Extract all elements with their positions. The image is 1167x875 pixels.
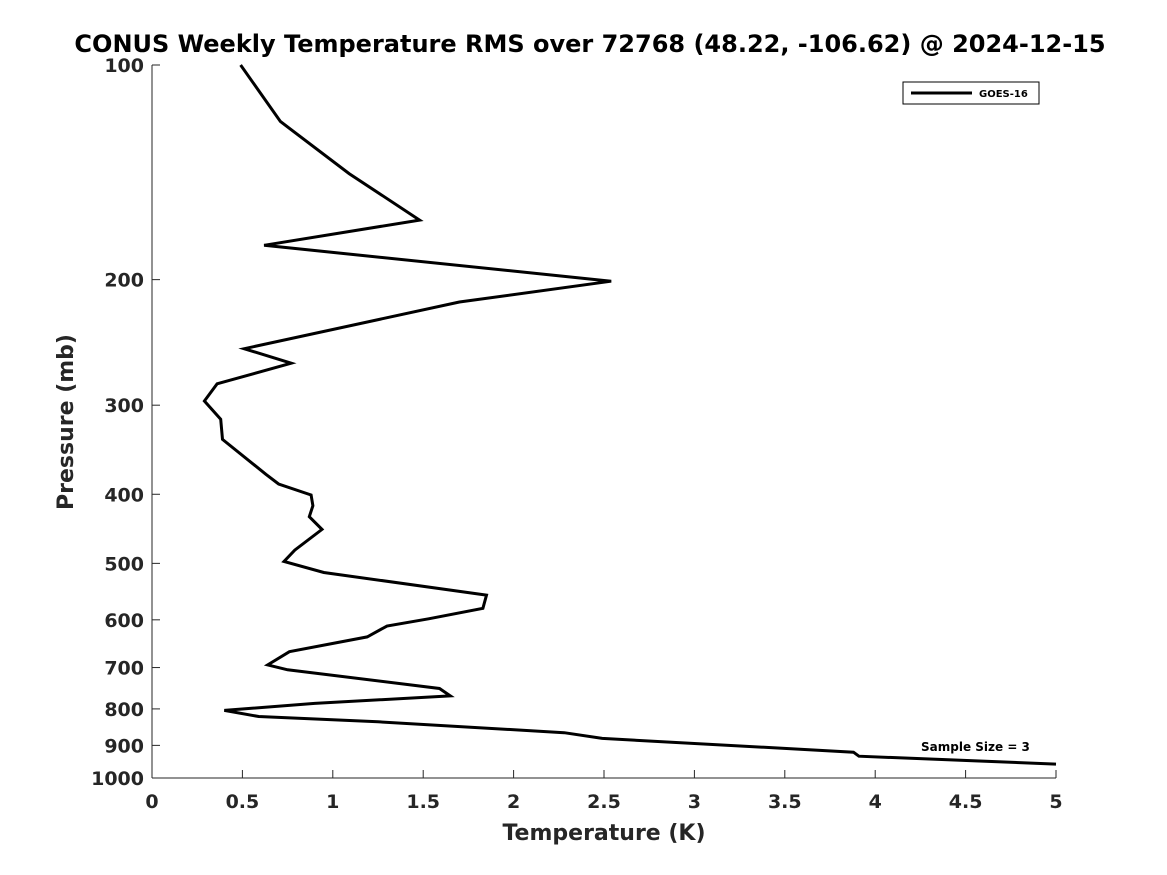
y-tick-label: 600	[104, 610, 144, 632]
x-tick-label: 2.5	[587, 791, 621, 813]
sample-size-annotation: Sample Size = 3	[921, 740, 1030, 754]
y-tick-label: 500	[104, 553, 144, 575]
y-tick-label: 300	[104, 395, 144, 417]
y-tick-label: 800	[104, 699, 144, 721]
y-tick-label: 100	[104, 55, 144, 77]
x-tick-label: 0	[145, 791, 158, 813]
x-tick-label: 1	[326, 791, 339, 813]
y-axis-label: Pressure (mb)	[54, 334, 79, 510]
x-tick-label: 4	[869, 791, 882, 813]
y-axis: 100 200 300 400 500 600 700 800 900 1000	[91, 55, 160, 790]
x-tick-label: 3.5	[768, 791, 802, 813]
x-tick-label: 3	[688, 791, 701, 813]
series-line-goes16	[202, 64, 1057, 766]
y-tick-label: 400	[104, 484, 144, 506]
chart-title: CONUS Weekly Temperature RMS over 72768 …	[74, 30, 1105, 58]
legend: GOES-16	[902, 81, 1040, 105]
x-tick-label: 2	[507, 791, 520, 813]
y-tick-label: 1000	[91, 768, 144, 790]
x-axis: 0 0.5 1 1.5 2 2.5 3 3.5 4 4.5 5	[145, 770, 1063, 813]
x-tick-label: 0.5	[226, 791, 260, 813]
x-axis-label: Temperature (K)	[502, 821, 705, 846]
y-tick-label: 900	[104, 735, 144, 757]
x-tick-label: 4.5	[949, 791, 983, 813]
plot-area	[152, 65, 1056, 778]
y-tick-label: 700	[104, 658, 144, 680]
y-tick-label: 200	[104, 270, 144, 292]
legend-label-goes16: GOES-16	[979, 89, 1028, 100]
series-layer	[202, 64, 1057, 766]
x-tick-label: 5	[1049, 791, 1062, 813]
x-tick-label: 1.5	[406, 791, 440, 813]
